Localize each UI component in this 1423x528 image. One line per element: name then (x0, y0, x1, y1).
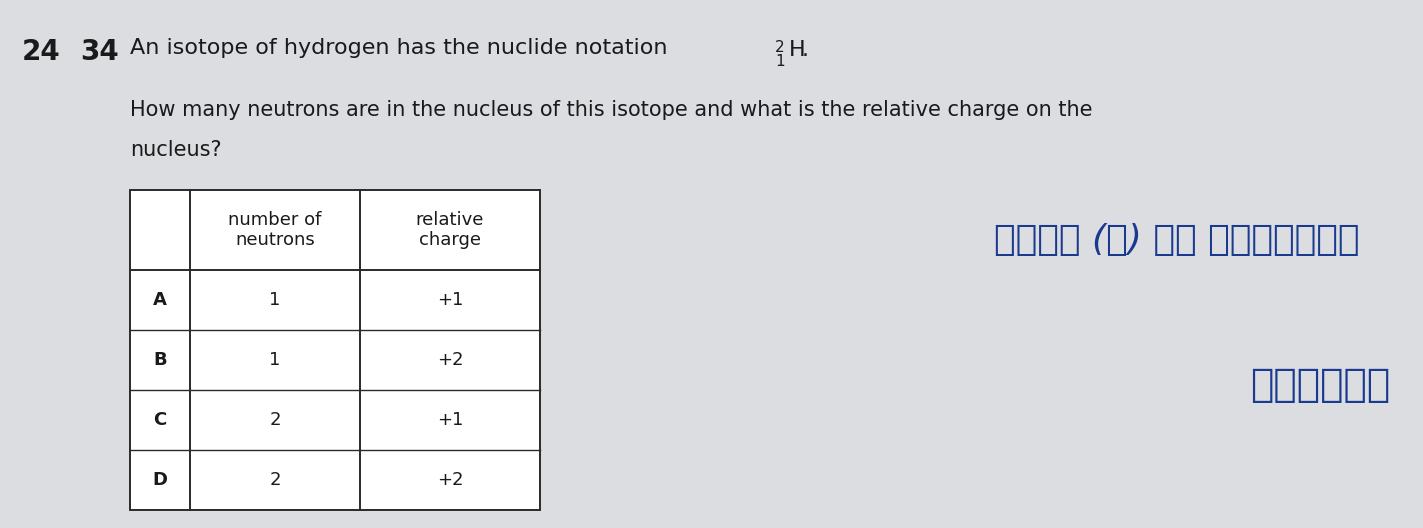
Text: 2: 2 (776, 40, 784, 55)
Text: 1: 1 (776, 54, 784, 69)
Text: nucleus?: nucleus? (129, 140, 222, 160)
Text: H: H (788, 40, 805, 60)
Text: 1: 1 (269, 291, 280, 309)
Text: +1: +1 (437, 411, 464, 429)
Text: +1: +1 (437, 291, 464, 309)
Text: 2: 2 (269, 411, 280, 429)
Text: D: D (152, 471, 168, 489)
Text: .: . (803, 40, 810, 60)
Text: جايب (ج) في الكيميا: جايب (ج) في الكيميا (995, 223, 1360, 257)
Text: B: B (154, 351, 166, 369)
Text: relative: relative (416, 211, 484, 229)
Text: 1: 1 (269, 351, 280, 369)
Text: C: C (154, 411, 166, 429)
Text: How many neutrons are in the nucleus of this isotope and what is the relative ch: How many neutrons are in the nucleus of … (129, 100, 1093, 120)
Text: اجهوني: اجهوني (1249, 366, 1390, 404)
Text: number of: number of (228, 211, 322, 229)
Text: 24: 24 (21, 38, 61, 66)
Text: 2: 2 (269, 471, 280, 489)
Text: +2: +2 (437, 471, 464, 489)
Text: 34: 34 (80, 38, 118, 66)
Text: +2: +2 (437, 351, 464, 369)
Text: An isotope of hydrogen has the nuclide notation: An isotope of hydrogen has the nuclide n… (129, 38, 675, 58)
Text: neutrons: neutrons (235, 231, 314, 249)
Bar (129, 190, 539, 510)
Text: charge: charge (418, 231, 481, 249)
Text: A: A (154, 291, 166, 309)
